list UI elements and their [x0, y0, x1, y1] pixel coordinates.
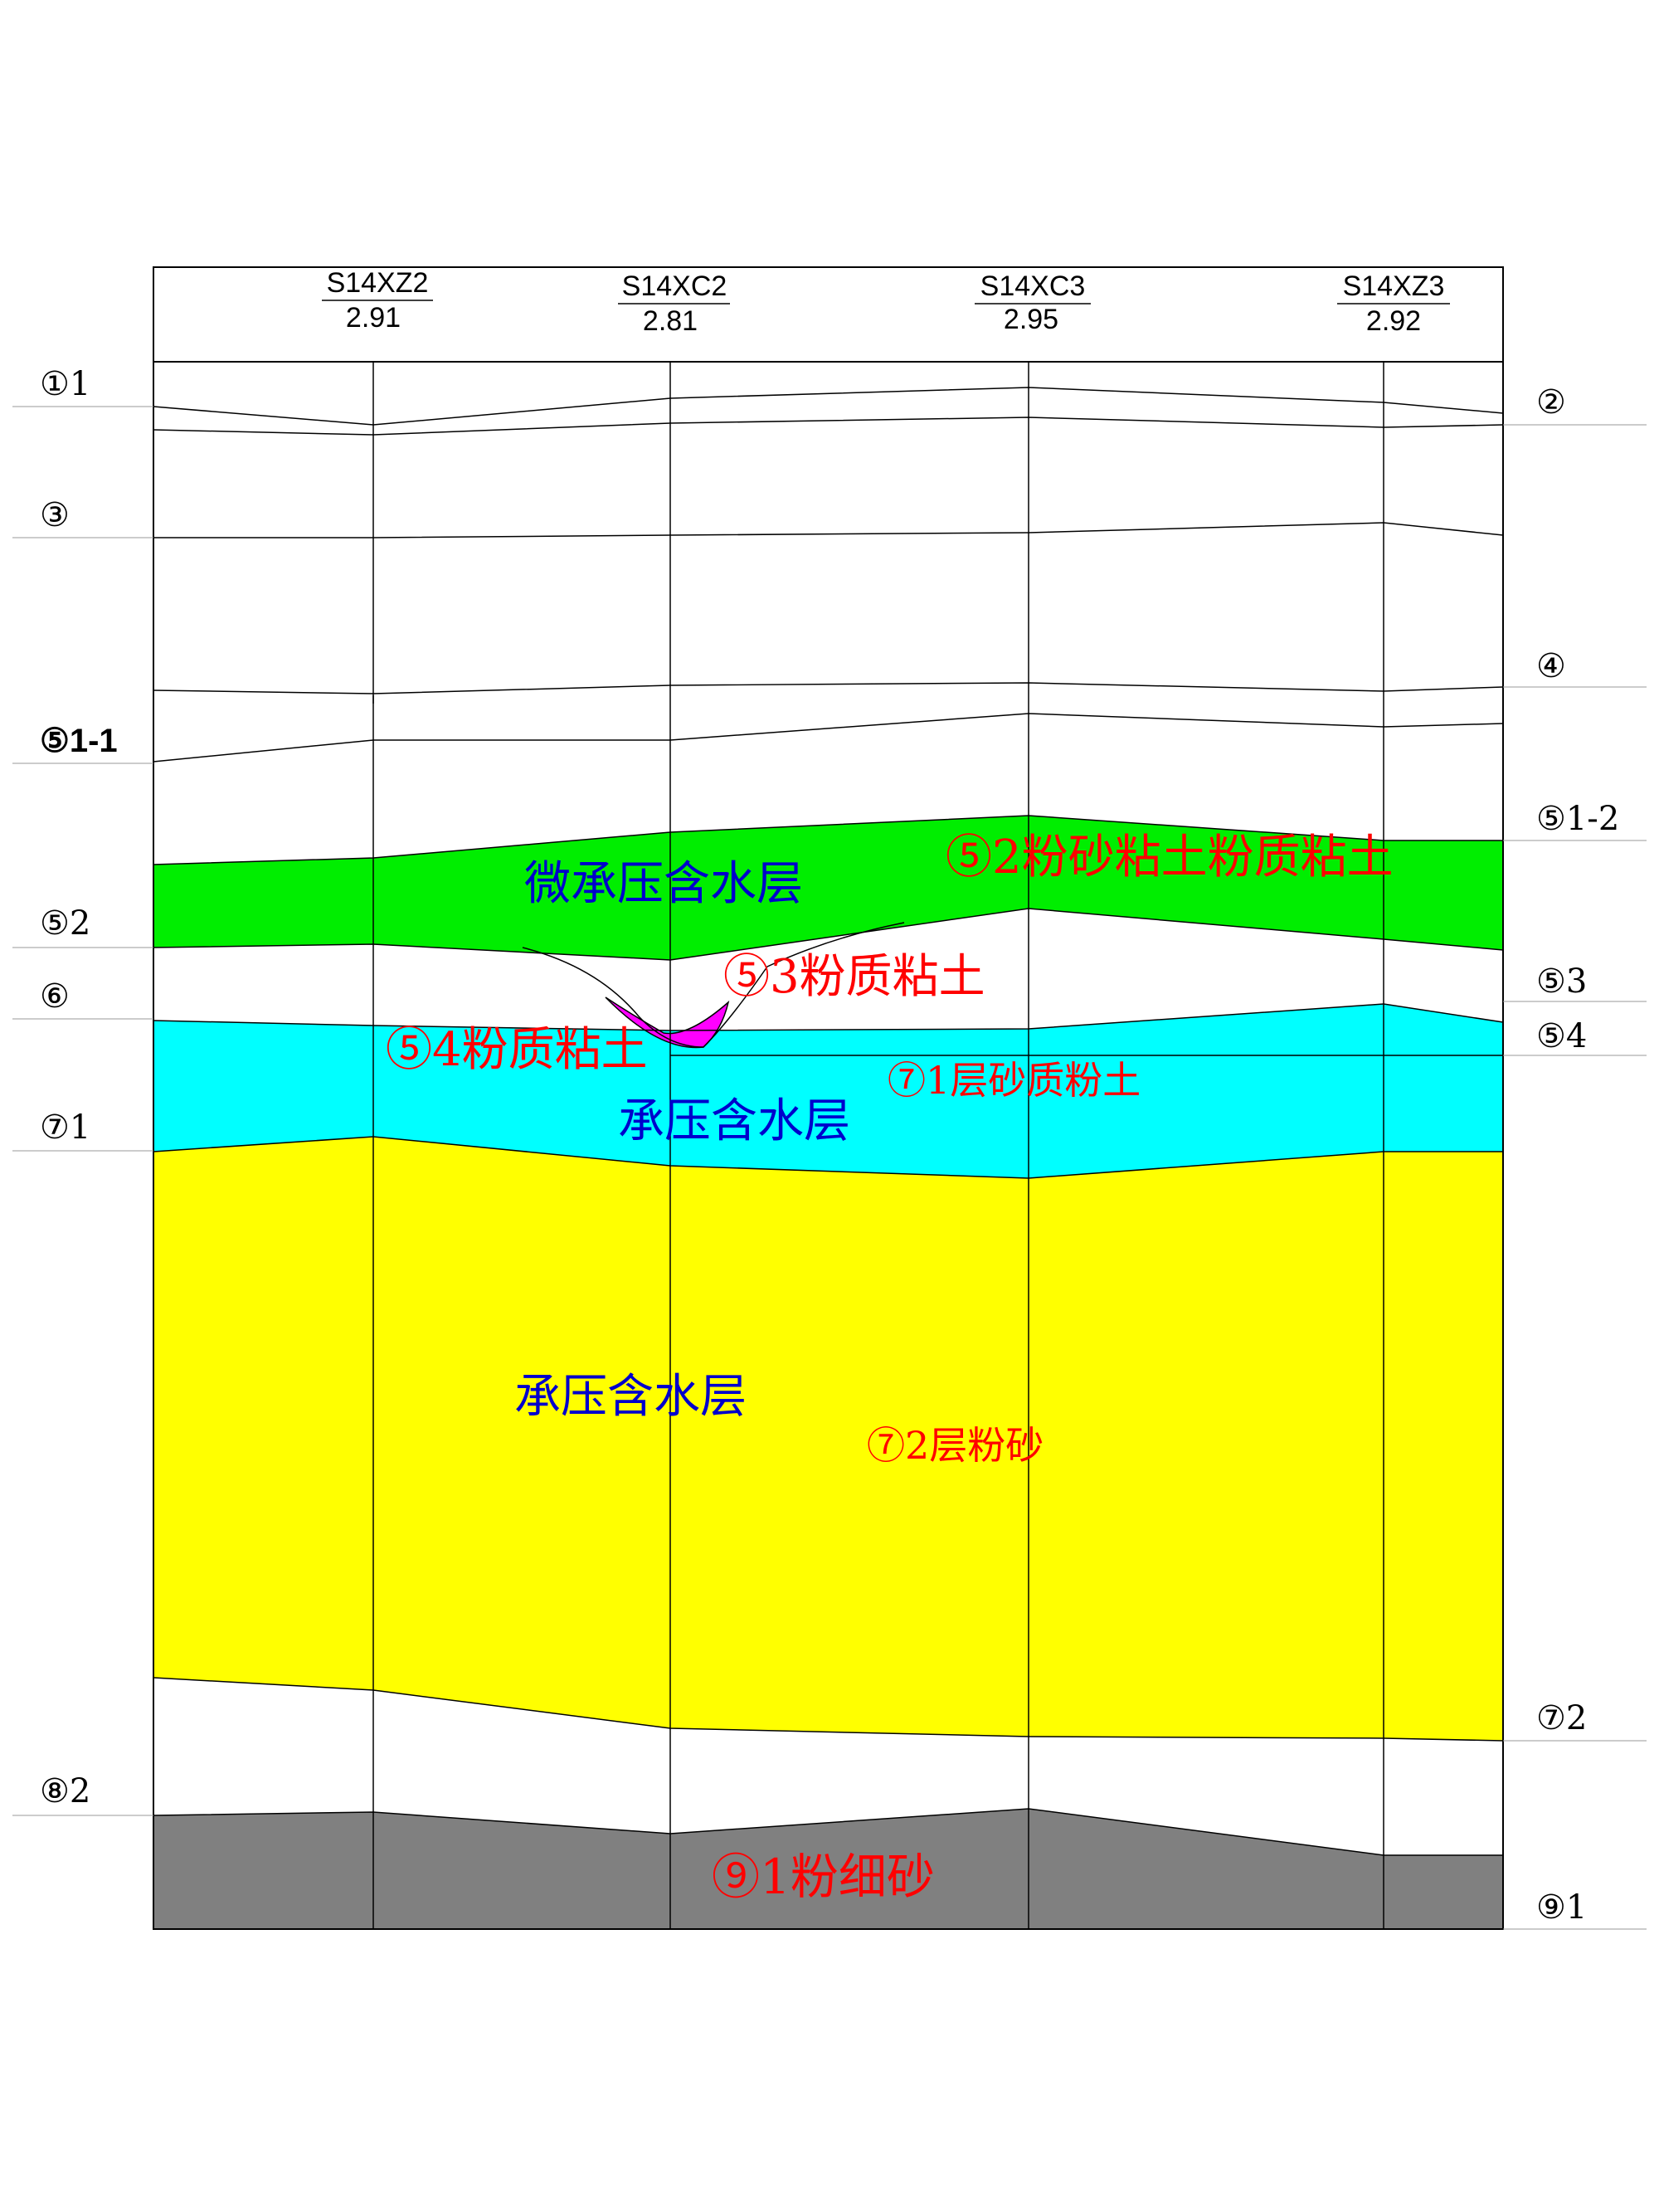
boundary-5 — [153, 713, 1504, 763]
side-leaders — [12, 406, 1647, 1930]
annotation-layer-5-3: ⑤3粉质粘土 — [723, 950, 985, 1004]
layer-71-fill — [153, 1004, 1503, 1178]
borehole-name-1: S14XZ2 — [327, 267, 429, 299]
boundary-1 — [153, 387, 1504, 426]
borehole-lines — [372, 362, 1384, 1929]
annotation-confined-aquifer-lower: 承压含水层 — [514, 1370, 747, 1424]
boundary-3 — [153, 522, 1504, 538]
left-label-8-2: ⑧2 — [40, 1772, 90, 1810]
right-label-9-1: ⑨1 — [1536, 1888, 1587, 1927]
borehole-elevation-3: 2.95 — [1004, 304, 1058, 335]
left-label-6: ⑥ — [40, 977, 70, 1016]
borehole-name-3: S14XC3 — [980, 270, 1086, 302]
borehole-elevation-2: 2.81 — [643, 305, 698, 337]
layer-52-fill — [153, 816, 1503, 960]
boundary-72-top — [153, 1136, 1503, 1179]
annotation-confined-aquifer-upper: 承压含水层 — [618, 1094, 850, 1148]
left-label-5-2: ⑤2 — [40, 904, 90, 943]
layer-91-fill — [153, 1809, 1503, 1929]
annotation-micro-confined-aquifer: 微承压含水层 — [524, 857, 803, 911]
right-label-5-3: ⑤3 — [1536, 962, 1587, 1001]
layer-54-lens — [605, 996, 730, 1049]
right-label-5-1-2: ⑤1-2 — [1536, 800, 1619, 838]
boundary-72-bottom — [153, 1677, 1504, 1742]
boundary-71-top — [153, 1003, 1504, 1031]
right-label-5-4: ⑤4 — [1536, 1017, 1587, 1055]
boundary-52-bottom — [153, 908, 1504, 961]
annotation-layer-7-1: ⑦1层砂质粉土 — [888, 1058, 1141, 1103]
stratum-boundaries — [153, 387, 1504, 1856]
annotation-layer-7-2: ⑦2层粉砂 — [867, 1423, 1044, 1468]
left-label-3: ③ — [40, 496, 70, 534]
borehole-name-2: S14XC2 — [622, 270, 727, 302]
boundary-52-top — [153, 815, 1503, 865]
section-frame — [153, 266, 1504, 1930]
left-label-7-1: ⑦1 — [40, 1108, 90, 1147]
boundary-53-lens — [522, 922, 905, 1048]
annotation-layer-9-1: ⑨1粉细砂 — [712, 1849, 935, 1905]
boundary-91-top — [153, 1808, 1503, 1856]
right-label-7-2: ⑦2 — [1536, 1699, 1587, 1737]
left-label-5-1-1: ⑤1-1 — [40, 723, 118, 759]
right-label-2: ② — [1536, 383, 1566, 421]
borehole-elevation-4: 2.92 — [1366, 305, 1421, 337]
layer-72-fill — [153, 1137, 1503, 1741]
boundary-4 — [153, 682, 1504, 694]
annotation-layer-5-4: ⑤4粉质粘土 — [386, 1023, 648, 1077]
borehole-name-4: S14XZ3 — [1343, 270, 1445, 302]
left-label-1-1: ①1 — [40, 365, 90, 403]
right-label-4: ④ — [1536, 647, 1566, 685]
boundary-2 — [153, 417, 1504, 436]
borehole-elevation-1: 2.91 — [346, 302, 401, 334]
annotation-layer-5-2: ⑤2粉砂粘土粉质粘土 — [946, 831, 1394, 884]
